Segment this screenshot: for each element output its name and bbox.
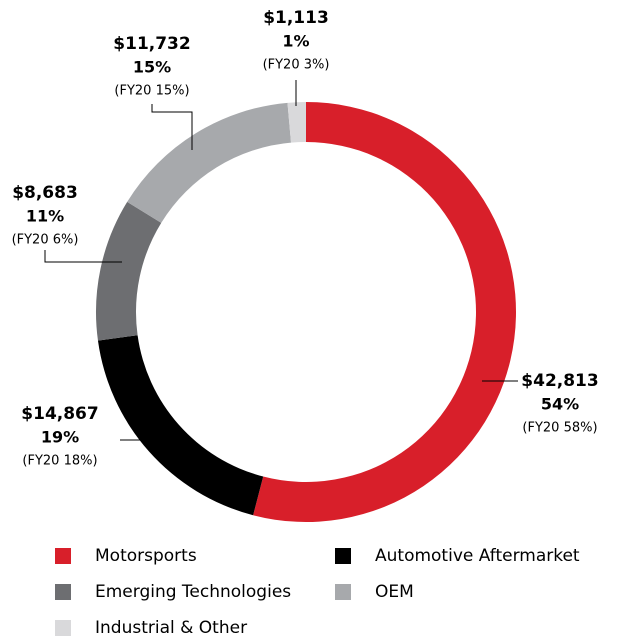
legend-swatch: [335, 548, 351, 564]
legend-swatch: [55, 620, 71, 636]
slice: [127, 102, 292, 223]
percent-label: 11%: [26, 207, 64, 226]
percent-label: 1%: [282, 32, 309, 51]
value-label: $14,867: [21, 404, 98, 424]
legend-label: Motorsports: [95, 546, 197, 566]
leader-line: [151, 104, 193, 150]
legend-swatch: [55, 548, 71, 564]
slice: [253, 102, 517, 522]
legend-label: Automotive Aftermarket: [375, 546, 580, 566]
value-label: $8,683: [12, 183, 78, 203]
fy20-label: (FY20 6%): [12, 233, 79, 248]
legend-label: OEM: [375, 582, 414, 602]
legend-swatch: [55, 584, 71, 600]
slice: [97, 335, 264, 516]
fy20-label: (FY20 18%): [22, 454, 97, 469]
fy20-label: (FY20 58%): [522, 421, 597, 436]
leader-line: [44, 250, 122, 263]
percent-label: 15%: [133, 58, 171, 77]
value-label: $1,113: [263, 8, 329, 28]
value-label: $42,813: [521, 371, 598, 391]
legend-swatch: [335, 584, 351, 600]
fy20-label: (FY20 3%): [263, 58, 330, 73]
fy20-label: (FY20 15%): [114, 84, 189, 99]
percent-label: 54%: [541, 395, 579, 414]
legend-label: Emerging Technologies: [95, 582, 291, 602]
value-label: $11,732: [113, 34, 190, 54]
slice: [287, 102, 306, 143]
slice: [96, 201, 162, 341]
legend-label: Industrial & Other: [95, 618, 247, 638]
percent-label: 19%: [41, 428, 79, 447]
